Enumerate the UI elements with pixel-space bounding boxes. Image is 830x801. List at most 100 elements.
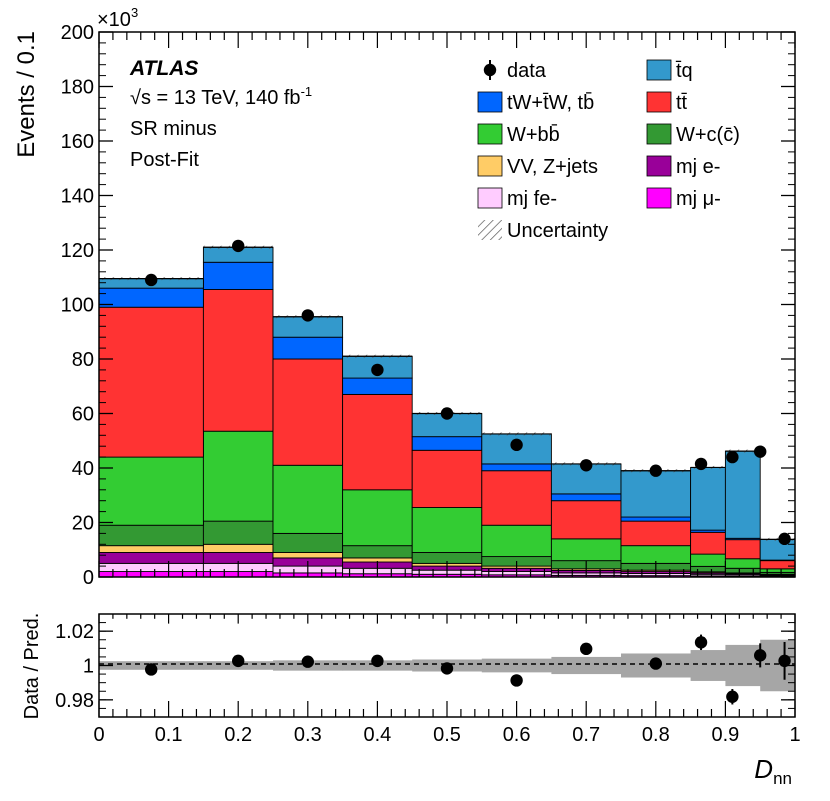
bar-7-1 (202, 261, 274, 290)
y-tick-label-5: 100 (61, 295, 94, 317)
legend-swatch (646, 91, 672, 113)
x-tick-label-10: 1 (789, 724, 800, 746)
x-axis-label-main: D (754, 754, 773, 784)
stacked-histogram (98, 246, 796, 578)
data-point-3 (371, 363, 384, 377)
legend-swatch (477, 187, 503, 209)
bar-6-0 (98, 306, 204, 458)
bar-7-0 (98, 287, 204, 308)
legend-label: Uncertainty (507, 220, 608, 242)
data-point-4 (440, 407, 454, 420)
y-multiplier-exponent: 3 (131, 5, 138, 20)
x-tick-label-4: 0.4 (363, 724, 391, 746)
x-tick-label-5: 0.5 (433, 724, 461, 746)
info-line-0: √s = 13 TeV, 140 fb-1 (130, 84, 312, 109)
bar-4-8 (690, 565, 726, 573)
bar-5-1 (202, 430, 274, 522)
legend-swatch (477, 123, 503, 145)
bar-3-1 (202, 543, 274, 553)
bar-7-6 (550, 493, 622, 502)
x-tick-label-1: 0.1 (155, 724, 183, 746)
legend-label: mj e- (676, 156, 720, 178)
y-multiplier: ×103 (97, 5, 138, 31)
data-point-8 (694, 457, 708, 471)
bar-7-5 (481, 463, 552, 472)
data-point-9 (726, 450, 739, 464)
ratio-band-8 (690, 650, 726, 681)
bar-5-7 (620, 545, 692, 564)
data-point-5 (510, 438, 523, 452)
ratio-point-6 (580, 642, 593, 656)
bar-5-6 (550, 538, 622, 562)
ratio-band-6 (551, 656, 622, 675)
x-tick-label-6: 0.6 (503, 724, 531, 746)
bar-3-0 (98, 545, 204, 553)
bar-0-0 (98, 571, 204, 578)
y-tick-label-6: 120 (61, 240, 94, 262)
bar-8-9 (724, 450, 761, 539)
ratio-point-2 (301, 655, 314, 668)
bar-6-9 (724, 539, 761, 560)
ratio-tick-label-2: 1.02 (55, 621, 94, 643)
bar-6-5 (481, 470, 552, 526)
bar-7-2 (272, 336, 344, 360)
legend-label: W+c(c̄) (676, 124, 740, 146)
legend-label: data (507, 60, 547, 82)
y-tick-label-10: 200 (61, 22, 94, 44)
data-point-6 (580, 459, 593, 472)
bar-6-2 (272, 358, 344, 466)
bar-4-2 (272, 532, 344, 553)
bar-5-8 (690, 553, 726, 567)
x-axis: 0 0.1 0.2 0.3 0.4 0.5 0.6 0.7 0.8 0.9 1 (93, 614, 801, 746)
ratio-point-7 (649, 657, 662, 670)
ratio-band-9 (725, 644, 761, 687)
bar-8-7 (620, 470, 692, 518)
x-axis-ticks-main (98, 32, 796, 577)
bar-8-10 (759, 538, 796, 561)
ratio-point-4 (440, 662, 454, 675)
bar-6-7 (620, 520, 692, 547)
info-line-sup: -1 (301, 84, 313, 99)
data-point-11 (778, 532, 791, 546)
bar-5-2 (272, 464, 344, 534)
bar-7-4 (411, 436, 483, 451)
bar-3-2 (272, 552, 344, 559)
data-point-7 (649, 464, 662, 477)
data-point-0 (145, 273, 158, 287)
bar-1-0 (98, 562, 204, 573)
data-point-1 (232, 239, 245, 253)
y-tick-label-0: 0 (83, 567, 94, 589)
legend-label: VV, Z+jets (507, 156, 598, 178)
legend-swatch (477, 91, 503, 113)
info-line-text: SR minus (130, 118, 217, 140)
x-tick-label-9: 0.9 (711, 724, 739, 746)
info-line-text: Post-Fit (130, 149, 199, 171)
ratio-y-axis: 0.98 1 1.02 (55, 613, 795, 712)
ratio-points (145, 634, 791, 705)
y-axis: 0 20 40 60 80 100 120 140 160 180 200 (61, 22, 795, 589)
legend: data tW+t̄W, tb̄ W+bb̄ VV, Z+jets mj fe- Unce… (477, 59, 740, 242)
x-axis-label-sub: nn (773, 769, 792, 788)
ratio-point-9 (726, 690, 739, 703)
bar-4-9 (724, 567, 761, 574)
x-tick-label-2: 0.2 (224, 724, 252, 746)
bar-2-0 (98, 552, 204, 564)
bar-5-0 (98, 456, 204, 526)
legend-swatch (646, 59, 672, 81)
bar-6-10 (759, 560, 796, 570)
bar-4-0 (98, 524, 204, 547)
ratio-tick-label-1: 1 (83, 656, 94, 678)
bar-5-10 (759, 568, 796, 573)
ratio-point-3 (371, 654, 384, 668)
legend-marker-uncertainty (478, 220, 502, 240)
bar-7-3 (342, 377, 413, 395)
y-tick-label-7: 140 (61, 186, 94, 208)
bar-7-7 (620, 516, 692, 522)
ratio-point-5 (510, 674, 523, 687)
legend-swatch (646, 123, 672, 145)
ratio-band-5 (481, 658, 552, 673)
x-tick-label-7: 0.7 (572, 724, 600, 746)
data-point-2 (301, 309, 314, 322)
